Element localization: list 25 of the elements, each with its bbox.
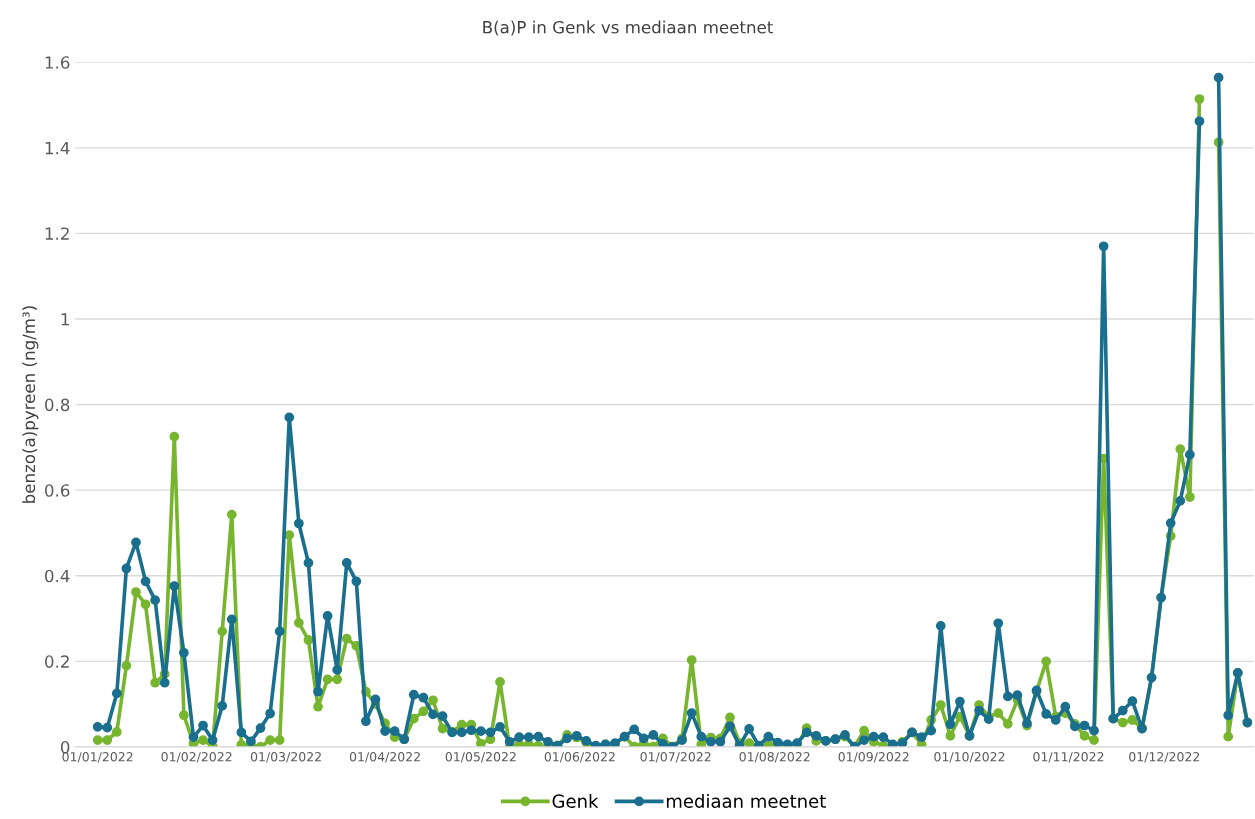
x-tick-label: 01/03/2022: [250, 752, 321, 763]
y-tick-label: 1.2: [45, 227, 69, 240]
x-tick-label: 01/02/2022: [161, 752, 232, 763]
y-tick-label: 0.2: [45, 655, 69, 668]
y-tick-label: 0.6: [45, 484, 70, 497]
chart-title: B(a)P in Genk vs mediaan meetnet: [483, 20, 773, 36]
y-tick-label: 0: [60, 740, 70, 754]
x-tick-label: 01/04/2022: [349, 752, 420, 763]
x-tick-label: 01/05/2022: [445, 752, 516, 763]
x-tick-label: 01/06/2022: [544, 752, 615, 763]
y-tick-label: 1: [61, 313, 69, 326]
legend-label: Genk: [552, 793, 599, 808]
legend-label: mediaan meetnet: [666, 793, 826, 808]
x-tick-label: 01/01/2022: [62, 752, 133, 763]
y-tick-label: 0.4: [45, 569, 70, 583]
x-tick-label: 01/10/2022: [934, 752, 1005, 763]
y-axis-title: benzo(a)pyreen (ng/m³): [22, 306, 39, 503]
y-tick-label: 1.4: [45, 142, 70, 155]
x-tick-label: 01/11/2022: [1033, 752, 1104, 763]
x-tick-label: 01/07/2022: [640, 752, 711, 763]
x-tick-label: 01/12/2022: [1129, 752, 1200, 763]
y-tick-label: 1.6: [45, 56, 70, 69]
x-tick-label: 01/09/2022: [838, 752, 909, 763]
x-tick-label: 01/08/2022: [739, 752, 810, 763]
y-tick-label: 0.8: [45, 398, 70, 412]
